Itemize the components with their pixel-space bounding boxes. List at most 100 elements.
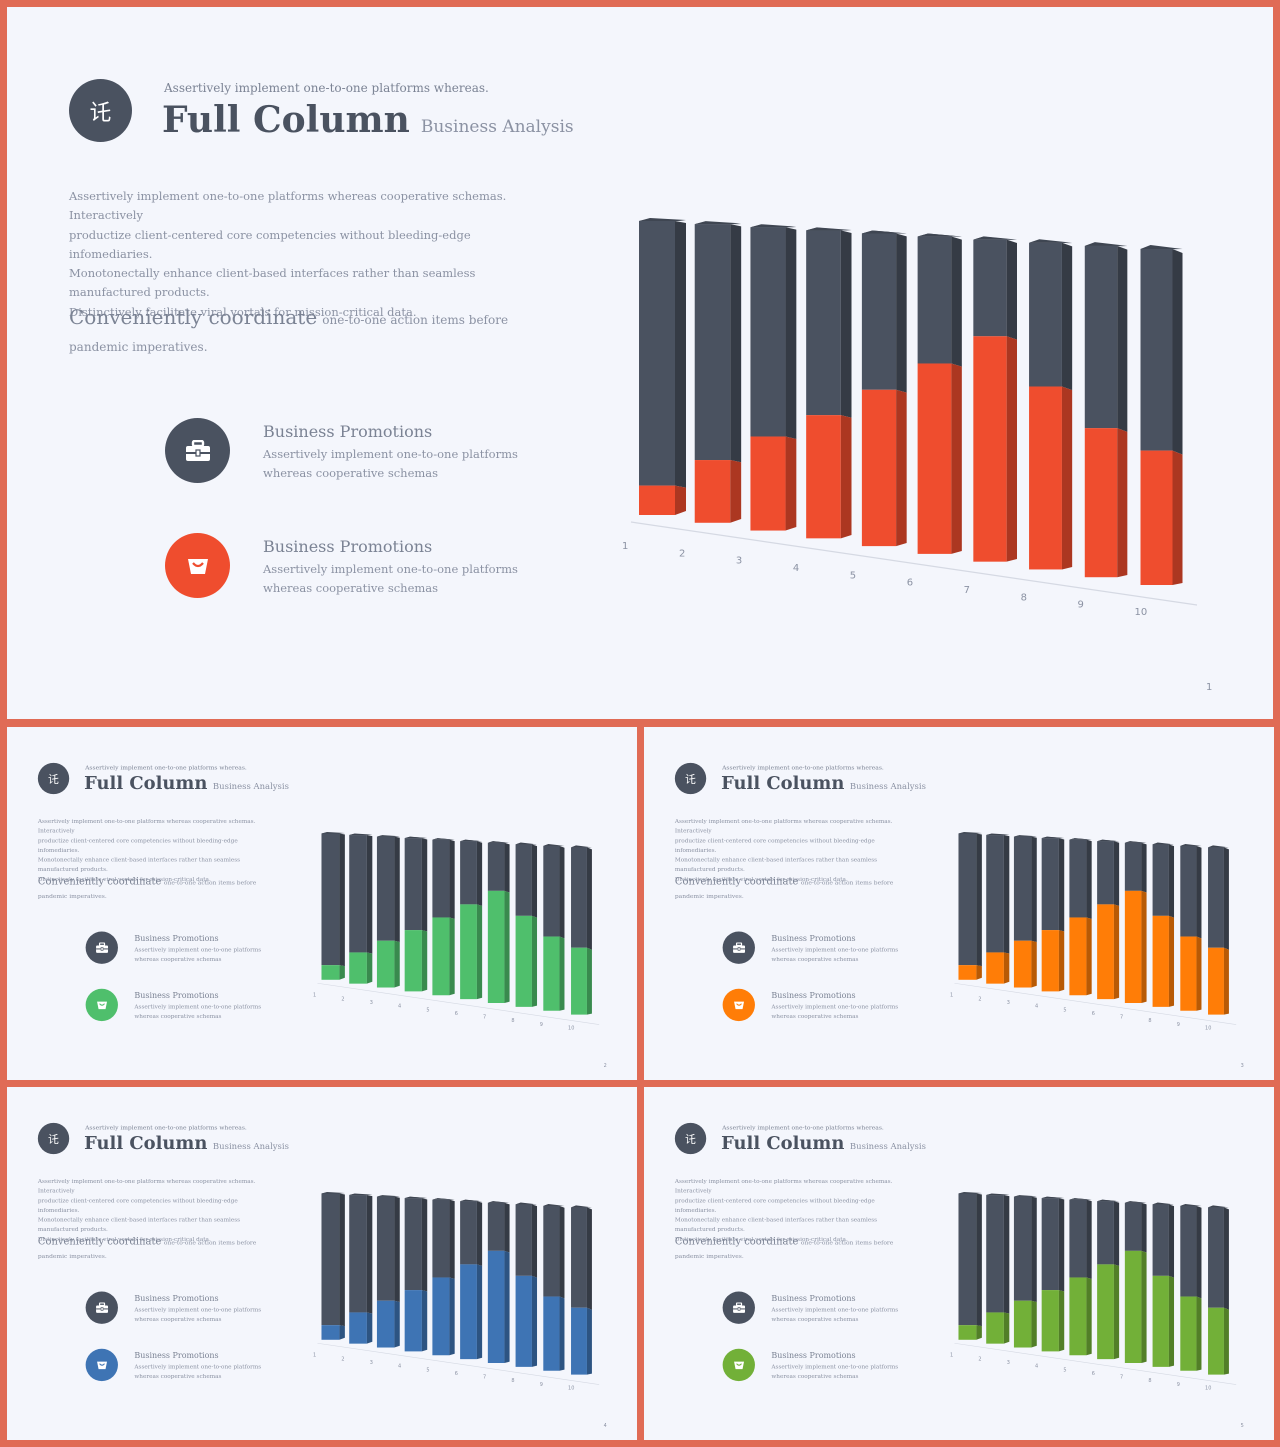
column-chart: 1 2 3 4 5 6 7 8 9 10 xyxy=(622,218,1198,618)
bar-side-accent xyxy=(559,936,565,1011)
bar-segment-accent xyxy=(376,1300,395,1348)
bar-4 xyxy=(1041,1196,1065,1352)
bar-segment-dark xyxy=(806,230,841,416)
bar-8 xyxy=(515,1202,538,1367)
intro-paragraph: Assertively implement one-to-one platfor… xyxy=(38,1177,277,1244)
bar-side-dark xyxy=(1058,838,1065,932)
bar-segment-accent xyxy=(1180,936,1197,1011)
bar-8 xyxy=(1152,1202,1175,1367)
bar-top-cap xyxy=(543,1204,565,1207)
promo-title: Business Promotions xyxy=(263,422,433,441)
bar-side-accent xyxy=(1196,936,1202,1011)
bar-top-cap xyxy=(1041,1196,1065,1199)
x-tick-label: 6 xyxy=(455,1371,458,1377)
bar-4 xyxy=(1041,836,1065,992)
x-tick-label: 2 xyxy=(978,1356,981,1362)
bar-segment-accent xyxy=(515,915,532,1007)
bar-side-dark xyxy=(586,1207,592,1310)
bar-top-cap xyxy=(958,1191,982,1194)
bar-segment-accent xyxy=(1208,947,1224,1015)
bar-7 xyxy=(973,236,1017,562)
x-tick-label: 7 xyxy=(964,585,970,596)
bar-side-accent xyxy=(476,1264,483,1360)
bar-segment-accent xyxy=(1041,930,1059,992)
bar-side-accent xyxy=(366,952,373,984)
x-tick-label: 4 xyxy=(793,563,799,574)
promo-title: Business Promotions xyxy=(134,1350,219,1361)
bar-segment-accent xyxy=(515,1275,532,1367)
x-tick-label: 2 xyxy=(341,996,344,1002)
bar-segment-dark xyxy=(958,1193,977,1326)
bar-segment-accent xyxy=(986,952,1004,984)
bar-side-accent xyxy=(1086,1277,1092,1356)
bar-top-cap xyxy=(1041,836,1065,839)
bar-side-dark xyxy=(1086,1199,1092,1279)
bar-3 xyxy=(1013,835,1037,988)
bar-5 xyxy=(432,1198,455,1356)
x-tick-label: 10 xyxy=(1135,607,1148,618)
bar-segment-dark xyxy=(1208,1207,1224,1308)
bar-7 xyxy=(487,841,510,1004)
bar-segment-accent xyxy=(349,952,367,984)
bar-segment-dark xyxy=(986,835,1004,953)
bar-side-dark xyxy=(504,842,510,893)
bar-side-accent xyxy=(504,890,510,1004)
bar-side-accent xyxy=(586,947,592,1015)
bar-segment-accent xyxy=(1097,904,1114,1000)
bar-9 xyxy=(1180,1203,1202,1371)
bar-segment-accent xyxy=(1084,428,1118,578)
bar-top-cap xyxy=(460,839,483,842)
title-row: Full Column Business Analysis xyxy=(84,773,289,794)
bar-9 xyxy=(543,843,565,1011)
bar-segment-dark xyxy=(1084,245,1118,429)
bar-segment-accent xyxy=(986,1312,1004,1344)
bar-segment-dark xyxy=(376,836,395,941)
slide-content: 讬 Assertively implement one-to-one platf… xyxy=(7,7,1273,719)
bar-side-dark xyxy=(1223,1207,1229,1310)
bar-segment-dark xyxy=(321,1193,340,1326)
bar-segment-dark xyxy=(1208,847,1224,948)
bar-segment-dark xyxy=(376,1196,395,1301)
bar-segment-accent xyxy=(376,940,395,988)
x-tick-label: 9 xyxy=(540,1382,543,1388)
bar-side-dark xyxy=(1172,249,1183,455)
bar-segment-accent xyxy=(861,389,897,547)
bar-segment-dark xyxy=(515,844,532,916)
bar-side-accent xyxy=(1113,1264,1120,1360)
bar-segment-dark xyxy=(694,224,731,461)
intro-line: Assertively implement one-to-one platfor… xyxy=(37,817,256,835)
bar-side-accent xyxy=(1223,947,1229,1015)
bar-top-cap xyxy=(986,833,1010,836)
page-number: 1 xyxy=(1206,682,1213,693)
bar-top-cap xyxy=(1180,1204,1202,1207)
x-tick-label: 6 xyxy=(1092,1011,1095,1017)
bar-segment-dark xyxy=(1013,1196,1032,1301)
bar-segment-dark xyxy=(321,833,340,966)
logo-icon: 讬 xyxy=(37,1122,70,1155)
bar-side-dark xyxy=(675,221,686,488)
bar-segment-accent xyxy=(1152,915,1169,1007)
briefcase-icon xyxy=(85,1291,118,1324)
intro-line: productize client-centered core competen… xyxy=(674,1196,875,1214)
intro-line: Assertively implement one-to-one platfor… xyxy=(69,189,507,223)
bar-top-cap xyxy=(1208,845,1229,848)
x-tick-label: 8 xyxy=(1021,592,1027,603)
bar-side-accent xyxy=(366,1312,373,1344)
bar-top-cap xyxy=(986,1193,1010,1196)
bar-segment-accent xyxy=(571,1307,587,1375)
bar-side-accent xyxy=(1058,1290,1065,1352)
x-tick-label: 10 xyxy=(1205,1026,1211,1032)
bar-segment-accent xyxy=(1180,1296,1197,1371)
page-title: Full Column xyxy=(84,1132,208,1154)
bar-top-cap xyxy=(1069,1198,1092,1200)
bar-side-accent xyxy=(1113,904,1120,1000)
bar-top-cap xyxy=(349,1193,373,1196)
bar-segment-accent xyxy=(1041,1290,1059,1352)
bar-side-dark xyxy=(1113,1201,1120,1266)
bar-9 xyxy=(1180,843,1202,1011)
bar-side-dark xyxy=(421,838,428,932)
x-tick-label: 9 xyxy=(1177,1382,1180,1388)
bar-side-accent xyxy=(1003,1312,1010,1344)
bar-segment-accent xyxy=(1124,890,1142,1004)
slide-content: 讬 Assertively implement one-to-one platf… xyxy=(7,1087,637,1440)
